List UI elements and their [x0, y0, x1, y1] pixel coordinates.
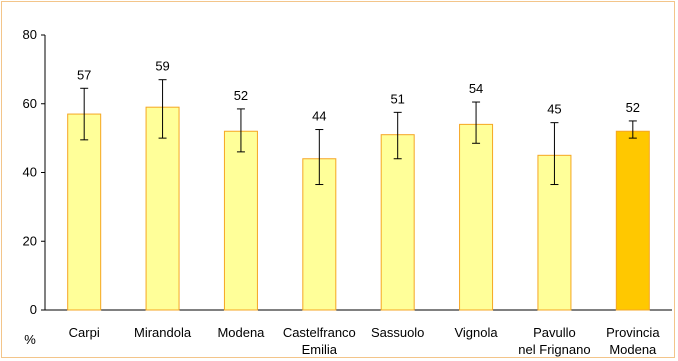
data-label: 45: [547, 102, 561, 117]
category-label: Vignola: [454, 325, 498, 340]
category-label-line: Castelfranco: [283, 325, 356, 340]
category-label-line: Mirandola: [134, 325, 192, 340]
bars: [67, 106, 650, 311]
y-tick-label: 40: [23, 165, 37, 180]
category-label: Carpi: [69, 325, 100, 340]
data-label: 57: [77, 67, 91, 82]
category-label: Provincia Modena: [606, 325, 660, 357]
category-label-line: Carpi: [69, 325, 100, 340]
category-label-line: Vignola: [454, 325, 498, 340]
category-label-line: Emilia: [302, 342, 338, 357]
y-tick-label: 60: [23, 96, 37, 111]
data-label: 52: [234, 88, 248, 103]
bar: [67, 113, 102, 311]
data-label: 59: [155, 59, 169, 74]
category-label: Pavullo nel Frignano: [518, 325, 590, 357]
bar: [223, 130, 258, 311]
category-label: Castelfranco Emilia: [283, 325, 356, 357]
y-tick-label: 80: [23, 27, 37, 42]
error-bars: [80, 79, 637, 186]
category-label-line: Modena: [609, 342, 657, 357]
category-label-line: nel Frignano: [518, 342, 590, 357]
category-label-line: Provincia: [606, 325, 660, 340]
bar: [459, 123, 494, 311]
y-tick-label: 20: [23, 233, 37, 248]
axes: 0 20 40 60 80%: [23, 27, 672, 347]
y-unit-label: %: [24, 332, 36, 347]
data-label: 51: [390, 91, 404, 106]
bar: [380, 134, 415, 311]
category-label: Mirandola: [134, 325, 192, 340]
data-label: 54: [469, 81, 483, 96]
bar: [615, 130, 650, 311]
category-label-line: Sassuolo: [371, 325, 424, 340]
category-label: Sassuolo: [371, 325, 424, 340]
category-label: Modena: [217, 325, 265, 340]
y-tick-label: 0: [30, 302, 37, 317]
category-label-line: Modena: [217, 325, 265, 340]
bar: [145, 106, 180, 311]
category-label-line: Pavullo: [533, 325, 576, 340]
data-label: 44: [312, 109, 326, 124]
data-label: 52: [626, 100, 640, 115]
labels: 57 Carpi 59 Mirandola 52 Modena 44 Castelfranco…: [69, 59, 661, 357]
